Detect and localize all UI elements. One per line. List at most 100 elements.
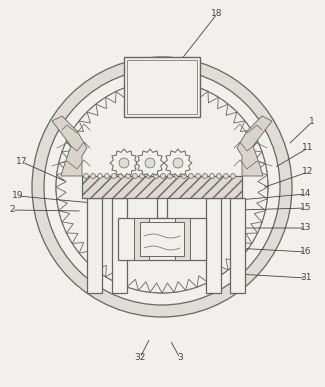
Circle shape [202,173,207,178]
Bar [112,198,127,293]
Polygon shape [208,91,218,103]
Circle shape [84,173,88,178]
Polygon shape [237,116,272,176]
Text: 15: 15 [300,204,312,212]
Polygon shape [110,149,138,177]
Polygon shape [240,121,252,132]
Polygon shape [62,222,73,233]
Text: 1: 1 [309,118,315,127]
Polygon shape [246,233,257,243]
Text: 19: 19 [12,192,24,200]
Circle shape [188,173,193,178]
Circle shape [133,173,137,178]
Polygon shape [164,149,192,177]
Circle shape [119,158,129,168]
Polygon shape [217,265,228,277]
Circle shape [167,173,173,178]
Circle shape [173,158,183,168]
Polygon shape [58,211,70,222]
Polygon shape [208,271,218,283]
Polygon shape [72,243,84,253]
Polygon shape [251,222,262,233]
Circle shape [119,173,124,178]
Text: 3: 3 [177,353,183,363]
Circle shape [105,173,110,178]
Text: 31: 31 [300,274,312,283]
Polygon shape [257,199,267,211]
Circle shape [210,173,214,178]
Circle shape [147,173,151,178]
Circle shape [44,69,280,305]
Polygon shape [79,112,90,123]
Polygon shape [240,243,252,253]
Bar [134,218,149,260]
Polygon shape [258,175,268,187]
Polygon shape [150,283,162,293]
Polygon shape [197,87,208,98]
Text: 16: 16 [300,248,312,257]
Polygon shape [254,152,265,163]
Polygon shape [226,259,237,270]
Text: 18: 18 [211,10,223,19]
Polygon shape [127,84,138,95]
Polygon shape [258,187,268,199]
Polygon shape [217,97,228,109]
Circle shape [32,57,292,317]
Polygon shape [162,283,174,293]
Text: 12: 12 [302,168,314,176]
Bar [87,198,102,293]
Polygon shape [96,97,107,109]
Polygon shape [106,91,116,103]
Circle shape [125,173,131,178]
Polygon shape [57,199,67,211]
Polygon shape [79,251,90,262]
Circle shape [98,173,102,178]
Polygon shape [226,104,237,115]
Text: 14: 14 [300,190,312,199]
Polygon shape [138,82,150,92]
Polygon shape [186,84,197,95]
Polygon shape [150,81,162,91]
Polygon shape [62,141,73,152]
Circle shape [216,173,222,178]
Text: 32: 32 [134,353,146,363]
Text: 11: 11 [302,144,314,152]
Circle shape [139,173,145,178]
Circle shape [224,173,228,178]
Polygon shape [174,82,186,92]
Polygon shape [246,130,257,141]
Bar [206,198,221,293]
Circle shape [90,173,96,178]
Polygon shape [67,130,78,141]
Text: 2: 2 [9,205,15,214]
Circle shape [196,173,201,178]
Text: 17: 17 [16,158,28,166]
Polygon shape [57,163,67,175]
Polygon shape [106,271,116,283]
Polygon shape [56,175,66,187]
Polygon shape [234,251,245,262]
Polygon shape [52,116,87,176]
Text: 13: 13 [300,224,312,233]
Circle shape [145,158,155,168]
Polygon shape [87,104,98,115]
Polygon shape [96,265,107,277]
Circle shape [111,173,116,178]
Polygon shape [72,121,84,132]
Bar [127,60,197,114]
Polygon shape [138,282,150,292]
Bar [124,57,200,117]
Circle shape [161,173,165,178]
Polygon shape [162,81,174,91]
Polygon shape [186,279,197,290]
Circle shape [230,173,236,178]
Circle shape [56,81,268,293]
Polygon shape [254,211,265,222]
Polygon shape [116,276,127,287]
Polygon shape [251,141,262,152]
Bar [118,218,206,260]
Bar [140,222,184,256]
Polygon shape [257,163,267,175]
Polygon shape [58,152,70,163]
Polygon shape [197,276,208,287]
